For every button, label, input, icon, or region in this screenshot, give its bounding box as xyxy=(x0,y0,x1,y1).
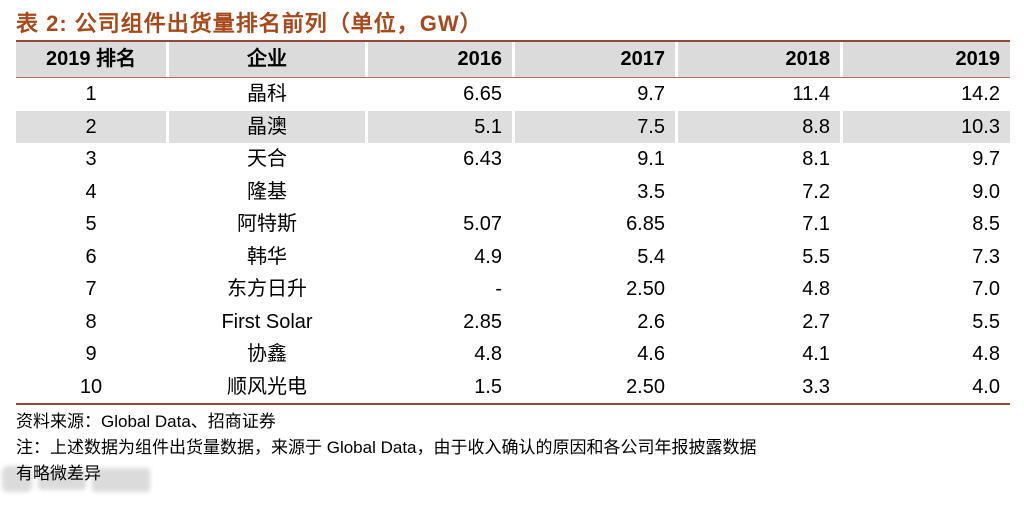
value-cell-2018: 8.8 xyxy=(678,110,840,143)
rank-cell: 3 xyxy=(16,143,166,176)
rank-cell: 1 xyxy=(16,78,166,111)
value-cell-2017: 9.7 xyxy=(515,78,675,111)
value-cell-2016: 4.8 xyxy=(368,338,512,371)
value-cell-2018: 4.8 xyxy=(678,273,840,306)
column-header-2017: 2017 xyxy=(515,42,675,77)
rank-cell: 6 xyxy=(16,240,166,273)
source-line: 资料来源：Global Data、招商证券 xyxy=(16,412,276,431)
value-cell-2016: 6.65 xyxy=(368,78,512,111)
table-row: 7 东方日升 -2.50 4.8 7.0 xyxy=(16,273,1010,306)
table-header-row: 2019 排名 企业 2016 2017 2018 2019 xyxy=(16,42,1010,77)
value-cell-2019: 7.0 xyxy=(843,273,1010,306)
rank-cell: 10 xyxy=(16,370,166,403)
company-cell: 晶澳 xyxy=(169,110,365,143)
value-cell-2017: 4.6 xyxy=(515,338,675,371)
table-row: 2 晶澳 5.1 7.5 8.8 10.3 xyxy=(16,110,1010,143)
company-cell: 韩华 xyxy=(169,240,365,273)
value-cell-2017: 2.50 xyxy=(515,273,675,306)
value-cell-2019: 4.0 xyxy=(843,370,1010,403)
value-cell-2017: 2.50 xyxy=(515,370,675,403)
company-cell: 顺风光电 xyxy=(169,370,365,403)
value-cell-2019: 9.7 xyxy=(843,143,1010,176)
table-row: 3 天合 6.43 9.1 8.1 9.7 xyxy=(16,143,1010,176)
value-cell-2017: 6.85 xyxy=(515,208,675,241)
value-cell-2019: 7.3 xyxy=(843,240,1010,273)
company-cell: 晶科 xyxy=(169,78,365,111)
value-cell-2018: 4.1 xyxy=(678,338,840,371)
column-header-company: 企业 xyxy=(169,42,365,77)
table-row: 4 隆基 3.5 7.2 9.0 xyxy=(16,175,1010,208)
table-row: 9 协鑫 4.8 4.6 4.1 4.8 xyxy=(16,338,1010,371)
note-line-2: 有略微差异 xyxy=(16,464,101,483)
company-cell: First Solar xyxy=(169,305,365,338)
table-row: 6 韩华 4.9 5.4 5.5 7.3 xyxy=(16,240,1010,273)
table-row: 10 顺风光电 1.5 2.50 3.3 4.0 xyxy=(16,370,1010,403)
value-cell-2018: 7.1 xyxy=(678,208,840,241)
header-bottom-rule xyxy=(16,77,1010,78)
column-header-2018: 2018 xyxy=(678,42,840,77)
value-cell-2017: 9.1 xyxy=(515,143,675,176)
table-bottom-rule xyxy=(16,403,1010,405)
table-title: 表 2: 公司组件出货量排名前列（单位，GW） xyxy=(16,11,483,36)
table-top-rule xyxy=(16,40,1010,42)
rank-cell: 9 xyxy=(16,338,166,371)
value-cell-2018: 8.1 xyxy=(678,143,840,176)
note-line: 注：上述数据为组件出货量数据，来源于 Global Data，由于收入确认的原因… xyxy=(16,438,757,457)
column-header-rank: 2019 排名 xyxy=(16,42,166,77)
column-header-2019: 2019 xyxy=(843,42,1010,77)
value-cell-2018: 11.4 xyxy=(678,78,840,111)
value-cell-2017: 2.6 xyxy=(515,305,675,338)
value-cell-2017: 7.5 xyxy=(515,110,675,143)
value-cell-2019: 5.5 xyxy=(843,305,1010,338)
table-row: 1 晶科 6.65 9.7 11.4 14.2 xyxy=(16,78,1010,111)
company-cell: 隆基 xyxy=(169,175,365,208)
value-cell-2018: 7.2 xyxy=(678,175,840,208)
company-cell: 协鑫 xyxy=(169,338,365,371)
value-cell-2018: 3.3 xyxy=(678,370,840,403)
table-row: 8 First Solar 2.85 2.6 2.7 5.5 xyxy=(16,305,1010,338)
value-cell-2019: 14.2 xyxy=(843,78,1010,111)
value-cell-2016: 1.5 xyxy=(368,370,512,403)
rank-cell: 4 xyxy=(16,175,166,208)
value-cell-2017: 5.4 xyxy=(515,240,675,273)
column-header-2016: 2016 xyxy=(368,42,512,77)
rank-cell: 5 xyxy=(16,208,166,241)
value-cell-2018: 2.7 xyxy=(678,305,840,338)
value-cell-2016: 5.1 xyxy=(368,110,512,143)
value-cell-2019: 10.3 xyxy=(843,110,1010,143)
value-cell-2017: 3.5 xyxy=(515,175,675,208)
company-cell: 东方日升 xyxy=(169,273,365,306)
rank-cell: 2 xyxy=(16,110,166,143)
value-cell-2019: 4.8 xyxy=(843,338,1010,371)
table-body: 1 晶科 6.65 9.7 11.4 14.2 2 晶澳 5.1 7.5 8.8 10.3 3 天合 6.4… xyxy=(16,78,1010,403)
value-cell-2016 xyxy=(368,175,512,208)
value-cell-2016: - xyxy=(368,273,512,306)
table-row: 5 阿特斯 5.07 6.85 7.1 8.5 xyxy=(16,208,1010,241)
rank-cell: 7 xyxy=(16,273,166,306)
company-cell: 阿特斯 xyxy=(169,208,365,241)
table-footer: 资料来源：Global Data、招商证券 注：上述数据为组件出货量数据，来源于… xyxy=(16,409,1010,487)
value-cell-2018: 5.5 xyxy=(678,240,840,273)
value-cell-2016: 6.43 xyxy=(368,143,512,176)
value-cell-2019: 9.0 xyxy=(843,175,1010,208)
value-cell-2016: 4.9 xyxy=(368,240,512,273)
value-cell-2019: 8.5 xyxy=(843,208,1010,241)
value-cell-2016: 5.07 xyxy=(368,208,512,241)
rank-cell: 8 xyxy=(16,305,166,338)
value-cell-2016: 2.85 xyxy=(368,305,512,338)
company-cell: 天合 xyxy=(169,143,365,176)
